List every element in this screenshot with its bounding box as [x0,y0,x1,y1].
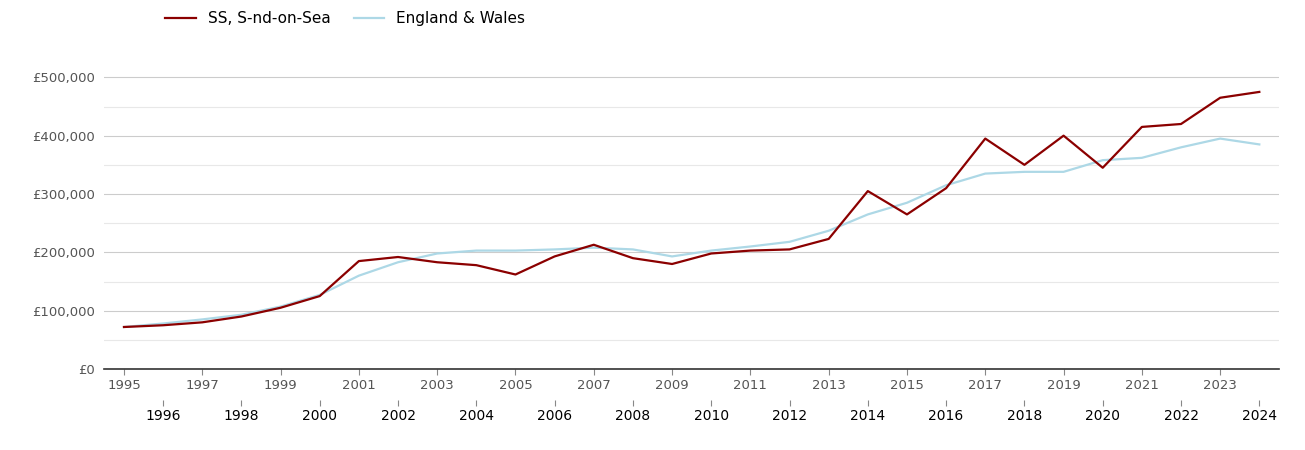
Legend: SS, S-nd-on-Sea, England & Wales: SS, S-nd-on-Sea, England & Wales [159,5,531,32]
England & Wales [1251,142,1267,147]
Line: SS, S-nd-on-Sea: SS, S-nd-on-Sea [124,92,1259,327]
SS, S-nd-on-Sea [155,323,171,328]
England & Wales [1095,158,1111,163]
SS, S-nd-on-Sea [194,320,210,325]
England & Wales [429,251,445,256]
England & Wales [234,312,249,317]
SS, S-nd-on-Sea [273,305,288,310]
England & Wales [977,171,993,176]
SS, S-nd-on-Sea [1173,122,1189,127]
SS, S-nd-on-Sea [547,254,562,259]
SS, S-nd-on-Sea [782,247,797,252]
England & Wales [155,321,171,326]
England & Wales [390,260,406,265]
SS, S-nd-on-Sea [1056,133,1071,138]
England & Wales [743,244,758,249]
England & Wales [782,239,797,244]
England & Wales [312,292,328,297]
SS, S-nd-on-Sea [743,248,758,253]
England & Wales [1017,169,1032,175]
England & Wales [1056,169,1071,175]
SS, S-nd-on-Sea [860,189,876,194]
England & Wales [664,254,680,259]
SS, S-nd-on-Sea [234,314,249,319]
SS, S-nd-on-Sea [938,185,954,191]
SS, S-nd-on-Sea [625,256,641,261]
SS, S-nd-on-Sea [664,261,680,267]
SS, S-nd-on-Sea [899,212,915,217]
SS, S-nd-on-Sea [586,242,602,248]
SS, S-nd-on-Sea [116,324,132,330]
England & Wales [351,273,367,279]
SS, S-nd-on-Sea [1212,95,1228,100]
SS, S-nd-on-Sea [390,254,406,260]
England & Wales [116,324,132,330]
SS, S-nd-on-Sea [1134,124,1150,130]
England & Wales [860,212,876,217]
England & Wales [1212,136,1228,141]
England & Wales [273,304,288,309]
SS, S-nd-on-Sea [1251,89,1267,94]
England & Wales [899,200,915,206]
SS, S-nd-on-Sea [429,260,445,265]
SS, S-nd-on-Sea [312,293,328,299]
England & Wales [547,247,562,252]
SS, S-nd-on-Sea [351,258,367,264]
SS, S-nd-on-Sea [703,251,719,256]
England & Wales [938,183,954,188]
England & Wales [625,247,641,252]
Line: England & Wales: England & Wales [124,139,1259,327]
England & Wales [821,228,837,234]
SS, S-nd-on-Sea [1017,162,1032,167]
SS, S-nd-on-Sea [977,136,993,141]
England & Wales [468,248,484,253]
England & Wales [703,248,719,253]
England & Wales [1173,144,1189,150]
England & Wales [1134,155,1150,161]
SS, S-nd-on-Sea [821,236,837,242]
SS, S-nd-on-Sea [1095,165,1111,171]
England & Wales [194,317,210,322]
England & Wales [586,245,602,250]
SS, S-nd-on-Sea [468,262,484,268]
SS, S-nd-on-Sea [508,272,523,277]
England & Wales [508,248,523,253]
